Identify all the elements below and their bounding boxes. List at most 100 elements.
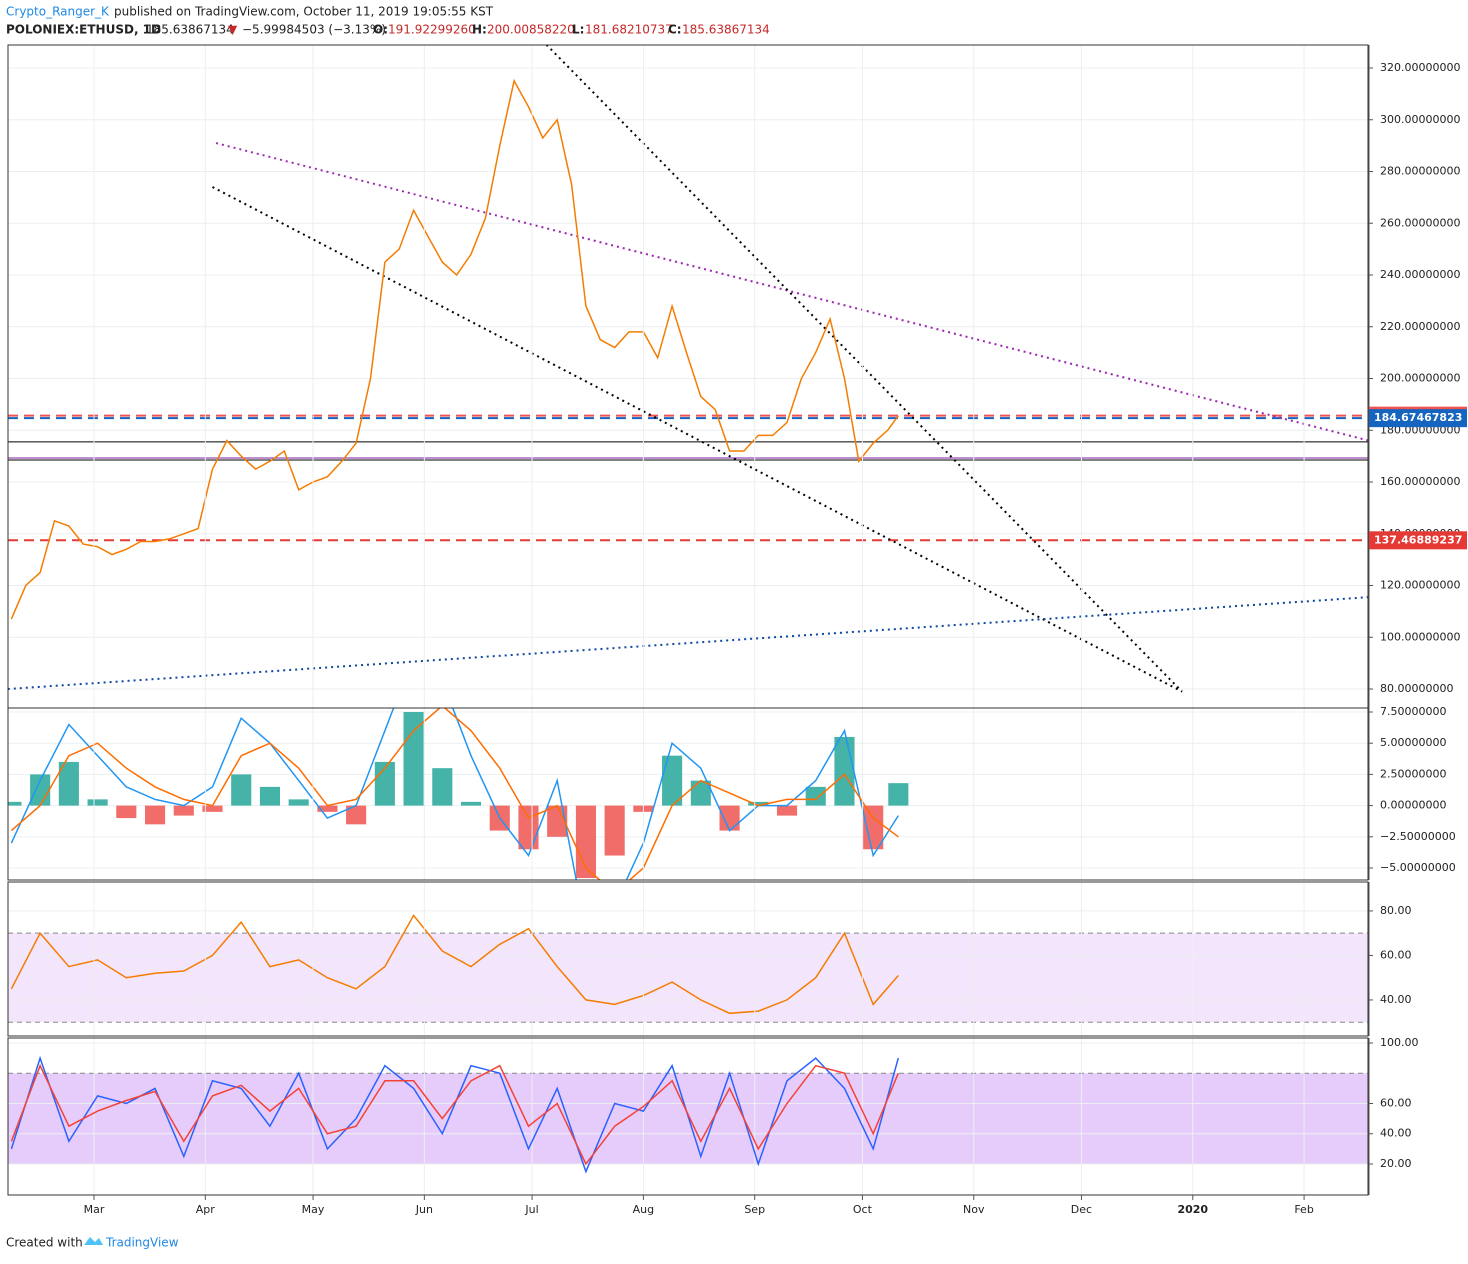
series-line: [10, 914, 899, 1015]
histogram-bar: [403, 711, 424, 806]
y-tick-label: 120.00000000: [1380, 579, 1460, 592]
x-tick-label: Mar: [84, 1203, 105, 1216]
histogram-bar: [719, 805, 740, 831]
band: [8, 1073, 1368, 1164]
histogram-bar: [604, 805, 625, 856]
pane: [8, 882, 1368, 1036]
footer-text: Created with: [6, 1236, 83, 1250]
high: 200.00858220: [487, 23, 575, 37]
x-tick-label: Jul: [524, 1203, 538, 1216]
y-tick-label: 40.00: [1380, 1127, 1412, 1140]
histogram-bar: [87, 799, 108, 806]
pane-frame: [7, 44, 1369, 709]
histogram-bar: [575, 805, 596, 879]
histogram-bar: [662, 755, 683, 806]
x-tick-label: Nov: [963, 1203, 985, 1216]
band: [8, 933, 1368, 1023]
y-tick-label: 100.00: [1380, 1036, 1419, 1049]
histogram-bar: [288, 799, 309, 806]
trend-line: [212, 186, 1183, 693]
y-tick-label: 60.00: [1380, 1096, 1412, 1109]
footer-brand[interactable]: TradingView: [105, 1236, 179, 1250]
low-label: L:: [572, 23, 584, 37]
author[interactable]: Crypto_Ranger_K: [6, 5, 110, 19]
y-tick-label: 280.00000000: [1380, 165, 1460, 178]
trend-line: [545, 45, 1183, 693]
pane: [8, 1038, 1368, 1195]
y-tick-label: −2.50000000: [1380, 830, 1456, 843]
y-tick-label: 160.00000000: [1380, 475, 1460, 488]
y-tick-label: 100.00000000: [1380, 630, 1460, 643]
price-tag: [1369, 409, 1467, 428]
x-tick-label: Dec: [1071, 1203, 1092, 1216]
symbol: POLONIEX:ETHUSD, 1D: [6, 23, 161, 37]
x-tick-label: 2020: [1177, 1203, 1208, 1216]
y-tick-label: 240.00000000: [1380, 268, 1460, 281]
y-tick-label: 20.00: [1380, 1157, 1412, 1170]
histogram-bar: [460, 801, 482, 806]
price-tag-label: 184.67467823: [1374, 411, 1462, 424]
histogram-bar: [547, 805, 568, 837]
open: 191.92299260: [388, 23, 476, 37]
series-line: [10, 1063, 899, 1166]
x-tick-label: Oct: [853, 1203, 873, 1216]
logo: [84, 1237, 103, 1245]
y-tick-label: 2.50000000: [1380, 767, 1446, 780]
close: 185.63867134: [682, 23, 770, 37]
y-tick-label: 80.00: [1380, 904, 1412, 917]
histogram-bar: [690, 780, 711, 806]
histogram-bar: [776, 805, 798, 816]
change-arrow: ▼: [228, 23, 238, 37]
y-tick-label: −5.00000000: [1380, 861, 1456, 874]
histogram-bar: [748, 801, 769, 806]
histogram-bar: [231, 774, 252, 806]
histogram-bar: [834, 736, 855, 806]
pane-frame: [7, 707, 1369, 881]
y-tick-label: 7.50000000: [1380, 705, 1446, 718]
pane: [8, 45, 1368, 708]
histogram-bar: [8, 801, 22, 806]
high-label: H:: [472, 23, 487, 37]
histogram-bar: [346, 805, 367, 825]
y-tick-label: 200.00000000: [1380, 372, 1460, 385]
x-tick-label: Aug: [633, 1203, 654, 1216]
series-line: [10, 708, 899, 880]
low: 181.68210737: [585, 23, 673, 37]
close-label: C:: [668, 23, 682, 37]
y-tick-label: 300.00000000: [1380, 113, 1460, 126]
price-tag: [1369, 531, 1467, 550]
series-line: [10, 78, 899, 620]
x-tick-label: Sep: [744, 1203, 765, 1216]
histogram-bar: [259, 786, 280, 806]
histogram-bar: [863, 805, 884, 850]
x-tick-label: Feb: [1294, 1203, 1313, 1216]
y-tick-label: 0.00000000: [1380, 799, 1446, 812]
x-tick-label: Jun: [415, 1203, 433, 1216]
series-line: [10, 708, 899, 880]
histogram-bar: [888, 783, 909, 806]
histogram-bar: [432, 768, 453, 806]
published: published on TradingView.com, October 11…: [114, 5, 494, 19]
x-tick-label: Apr: [196, 1203, 216, 1216]
y-tick-label: 320.00000000: [1380, 61, 1460, 74]
open-label: O:: [373, 23, 388, 37]
price: 185.63867134: [146, 23, 234, 37]
y-tick-label: 60.00: [1380, 948, 1412, 961]
histogram-bar: [116, 805, 137, 819]
pane: [8, 708, 1368, 880]
histogram-bar: [202, 805, 223, 812]
histogram-bar: [144, 805, 166, 825]
change: −5.99984503 (−3.13%): [242, 23, 386, 37]
histogram-bar: [317, 805, 338, 812]
pane-frame: [7, 881, 1369, 1037]
y-tick-label: 220.00000000: [1380, 320, 1460, 333]
histogram-bar: [173, 805, 194, 816]
pane-frame: [7, 1037, 1369, 1196]
histogram-bar: [805, 786, 826, 806]
y-tick-label: 80.00000000: [1380, 682, 1453, 695]
trend-line: [215, 142, 1368, 442]
y-tick-label: 40.00: [1380, 993, 1412, 1006]
y-tick-label: 5.00000000: [1380, 736, 1446, 749]
y-tick-label: 260.00000000: [1380, 216, 1460, 229]
